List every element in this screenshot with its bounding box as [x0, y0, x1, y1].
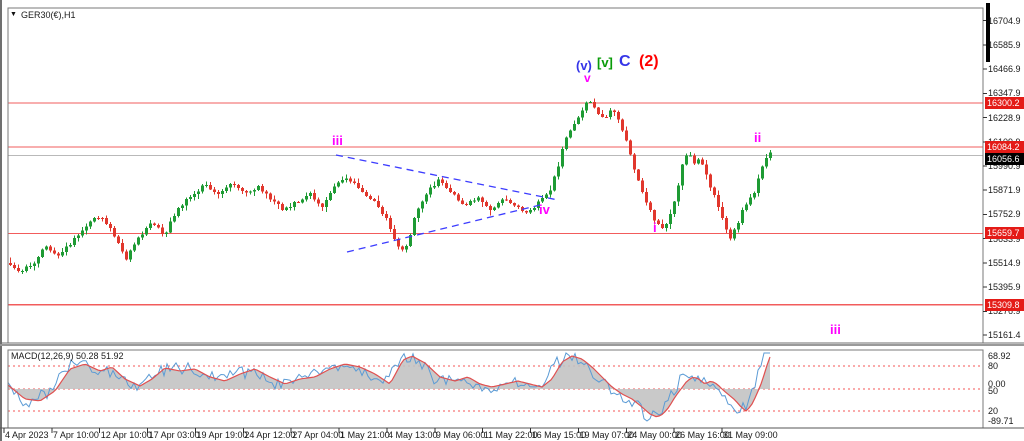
axis-black-bar — [986, 3, 990, 62]
time-tick-label: 9 May 06:00 — [435, 430, 486, 440]
level-price-tag: 15309.8 — [985, 298, 1024, 311]
price-tick-label: 15514.9 — [988, 257, 1021, 268]
macd-scale-label: -89.71 — [988, 416, 1014, 426]
price-tick-label: 16466.9 — [988, 64, 1021, 75]
price-tick-label: 16228.9 — [988, 112, 1021, 123]
time-tick-label: 19 Apr 19:00 — [196, 430, 248, 440]
macd-indicator-label: MACD(12,26,9) 50.28 51.92 — [11, 351, 124, 361]
price-tick-label: 15871.9 — [988, 185, 1021, 196]
level-price-tag: 16084.2 — [985, 141, 1024, 153]
time-tick-label: 7 Apr 10:00 — [52, 430, 99, 440]
price-tick-label: 16347.9 — [988, 88, 1021, 99]
level-price-tag: 15659.7 — [985, 227, 1024, 240]
macd-scale-label: 68.92 — [988, 351, 1011, 361]
wave-label: (v) — [576, 58, 592, 73]
macd-scale-label: 0.00 — [988, 379, 1006, 389]
wave-label: v — [584, 71, 591, 85]
price-tick-label: 15395.9 — [988, 282, 1021, 293]
price-tick-label: 15276.9 — [988, 306, 1021, 317]
symbol-selector[interactable]: ▼ GER30(€),H1 — [10, 10, 75, 20]
time-tick-label: 19 May 07:00 — [579, 430, 634, 440]
price-tick-label: 15161.4 — [988, 329, 1021, 340]
time-tick-label: 11 May 22:00 — [483, 430, 538, 440]
wave-label: C — [619, 53, 631, 70]
panel-divider[interactable] — [0, 344, 1024, 349]
wave-label: iii — [332, 133, 343, 148]
chevron-down-icon: ▼ — [10, 11, 17, 18]
time-tick-label: 12 Apr 10:00 — [100, 430, 152, 440]
wave-label: [v] — [597, 55, 613, 70]
time-tick-label: 16 May 15:00 — [531, 430, 587, 440]
wave-label: (2) — [639, 53, 659, 70]
wave-label: iv — [539, 202, 550, 217]
price-tick-label: 15752.9 — [988, 209, 1021, 220]
time-tick-label: 4 May 13:00 — [387, 430, 438, 440]
time-tick-label: 24 May 00:00 — [627, 430, 682, 440]
wave-label: i — [653, 220, 657, 235]
symbol-label: GER30(€),H1 — [20, 10, 76, 20]
price-tick-label: 16585.9 — [988, 39, 1021, 50]
wave-label: iii — [830, 322, 841, 337]
time-tick-label: 27 Apr 04:00 — [292, 430, 344, 440]
macd-scale-label: 80 — [988, 361, 999, 371]
level-price-tag: 16300.2 — [985, 97, 1024, 109]
time-tick-label: 1 May 21:00 — [340, 430, 390, 440]
time-tick-label: 26 May 16:00 — [675, 430, 730, 440]
wave-label: ii — [754, 130, 762, 145]
price-tick-label: 16704.9 — [988, 15, 1021, 26]
time-tick-label: 31 May 09:00 — [723, 430, 778, 440]
time-tick-label: 17 Apr 03:00 — [148, 430, 200, 440]
price-tick-label: 15990.9 — [988, 161, 1021, 171]
time-tick-label: 4 Apr 2023 — [5, 430, 49, 440]
macd-scale-label: 20 — [988, 406, 999, 416]
macd-scale-label: 50 — [988, 386, 999, 396]
bid-price-tag: 16056.6 — [985, 152, 1024, 165]
time-tick-label: 24 Apr 12:00 — [244, 430, 296, 440]
window-left-border — [0, 0, 2, 441]
